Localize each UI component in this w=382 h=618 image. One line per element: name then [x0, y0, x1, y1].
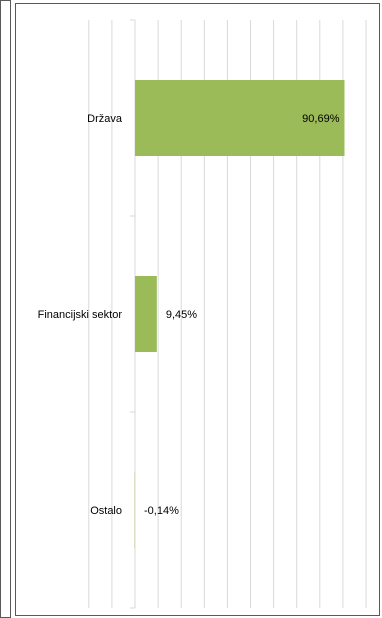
- data-label-0: 90,69%: [302, 113, 340, 125]
- data-labels: 90,69% 9,45% -0,14%: [144, 113, 340, 517]
- category-label-0: Država: [87, 113, 123, 125]
- data-label-1: 9,45%: [166, 309, 197, 321]
- data-label-2: -0,14%: [144, 505, 179, 517]
- left-panel-edge: [0, 0, 11, 618]
- category-label-1: Financijski sektor: [38, 309, 123, 321]
- bar-1: [135, 276, 157, 352]
- category-label-2: Ostalo: [90, 505, 122, 517]
- bar-0: [135, 80, 345, 156]
- category-labels: Država Financijski sektor Ostalo: [38, 113, 123, 517]
- bars: [134, 80, 345, 548]
